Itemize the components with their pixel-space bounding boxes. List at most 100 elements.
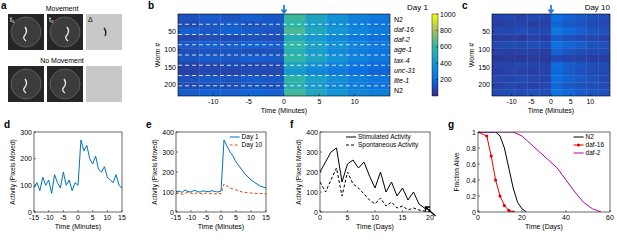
cell xyxy=(586,82,598,89)
y-tick xyxy=(176,172,178,173)
cell xyxy=(326,89,348,96)
cell xyxy=(326,55,348,62)
cell xyxy=(369,41,390,48)
cell xyxy=(348,35,370,42)
y-tick-label: 400 xyxy=(162,129,174,136)
marker xyxy=(507,209,510,212)
cell xyxy=(178,89,200,96)
panel-label: a xyxy=(1,0,7,11)
cell xyxy=(284,35,306,42)
y-tick xyxy=(492,49,494,50)
marker xyxy=(490,154,493,157)
cell xyxy=(551,89,563,96)
x-axis-label: Time (Minutes) xyxy=(55,223,101,231)
cell xyxy=(284,48,306,55)
x-tick xyxy=(107,210,108,212)
x-tick xyxy=(266,210,267,212)
y-tick-label: 200 xyxy=(162,169,174,176)
cell xyxy=(516,14,528,21)
legend-label: Spontaneous Activity xyxy=(358,141,419,149)
y-tick-label: 200 xyxy=(306,169,318,176)
cell xyxy=(527,48,539,55)
cell xyxy=(242,48,264,55)
series-line xyxy=(34,140,122,193)
cell xyxy=(527,89,539,96)
cell xyxy=(263,89,285,96)
cell xyxy=(539,14,551,21)
x-tick-label: 15 xyxy=(262,214,270,221)
cell xyxy=(263,48,285,55)
panel-label: c xyxy=(462,0,468,11)
x-tick-label: 0 xyxy=(282,98,286,105)
cell xyxy=(199,89,221,96)
x-tick xyxy=(590,94,591,96)
colorbar-tick xyxy=(436,63,438,64)
plot-area xyxy=(478,132,601,212)
cell xyxy=(598,35,610,42)
x-tick xyxy=(354,94,355,96)
cell xyxy=(348,89,370,96)
frame xyxy=(492,14,610,96)
cell xyxy=(504,76,516,83)
cell xyxy=(348,28,370,35)
cell xyxy=(326,41,348,48)
legend-swatch xyxy=(346,137,356,138)
y-tick xyxy=(176,212,178,213)
colorbar-tick-label: 600 xyxy=(440,43,452,50)
cell xyxy=(504,28,516,35)
cell xyxy=(598,55,610,62)
x-axis-label: Time (Days) xyxy=(525,223,563,231)
frame xyxy=(34,132,122,212)
cell xyxy=(575,28,587,35)
cell xyxy=(575,89,587,96)
panel-label: f xyxy=(290,119,294,130)
legend-label: daf-2 xyxy=(586,149,601,156)
y-tick xyxy=(176,152,178,153)
legend-swatch xyxy=(230,145,240,146)
x-tick-label: -5 xyxy=(528,98,534,105)
colorbar-tick-label: 200 xyxy=(440,76,452,83)
legend-label: Day 10 xyxy=(242,141,263,149)
y-tick-label: 400 xyxy=(306,129,318,136)
cell xyxy=(492,82,504,89)
stimulus-arrow xyxy=(549,5,554,13)
cell xyxy=(242,69,264,76)
cell xyxy=(516,69,528,76)
series-line xyxy=(478,132,513,212)
x-tick-label: 5 xyxy=(569,98,573,105)
y-tick xyxy=(492,67,494,68)
y-tick-label: 300 xyxy=(162,149,174,156)
y-tick-label: 200 xyxy=(164,81,176,88)
x-tick-label: 10 xyxy=(247,214,255,221)
row-title: No Movement xyxy=(40,57,84,64)
cell xyxy=(586,35,598,42)
dish xyxy=(50,69,80,99)
group-label: unc-31 xyxy=(394,67,416,74)
legend-swatch xyxy=(346,145,356,146)
cell xyxy=(539,35,551,42)
cell xyxy=(586,14,598,21)
cell xyxy=(563,21,575,28)
legend-swatch xyxy=(230,137,240,138)
x-tick xyxy=(206,210,207,212)
heatmap xyxy=(178,14,390,96)
cell xyxy=(326,14,348,21)
legend-marker xyxy=(577,143,580,146)
y-tick xyxy=(478,164,480,165)
cell xyxy=(369,21,390,28)
cell xyxy=(586,62,598,69)
cell xyxy=(305,48,327,55)
cell xyxy=(220,14,242,21)
group-boundary xyxy=(178,85,390,86)
cell xyxy=(527,69,539,76)
group-boundary xyxy=(178,65,390,66)
cell xyxy=(178,48,200,55)
worm xyxy=(63,79,66,93)
cell xyxy=(539,76,551,83)
cell xyxy=(539,89,551,96)
cell xyxy=(492,69,504,76)
x-tick xyxy=(176,210,177,212)
y-tick xyxy=(320,132,322,133)
cell xyxy=(504,14,516,21)
cell xyxy=(263,55,285,62)
